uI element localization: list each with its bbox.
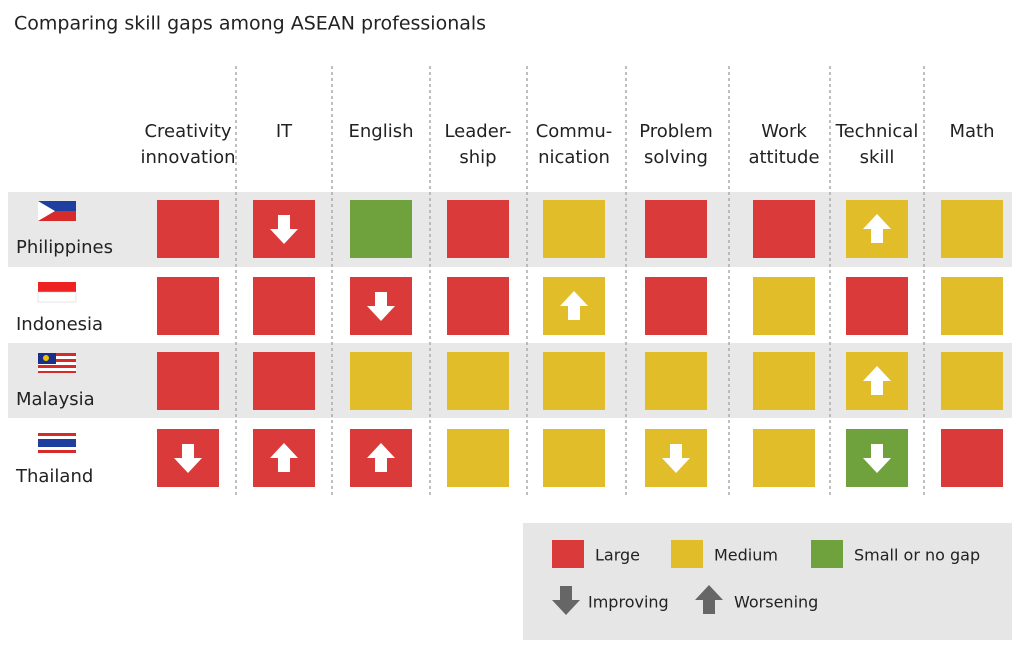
gap-cell [753, 352, 815, 410]
legend-swatch [671, 540, 703, 568]
gap-cell [447, 277, 509, 335]
gap-cell [350, 352, 412, 410]
column-header: attitude [748, 147, 819, 168]
legend-label: Improving [588, 593, 669, 612]
legend-swatch [552, 540, 584, 568]
column-header: ship [459, 147, 496, 168]
legend-label: Small or no gap [854, 546, 980, 565]
trend-arrow [662, 444, 690, 473]
gap-cell [941, 200, 1003, 258]
column-header: Creativity [144, 121, 231, 142]
gap-cell [253, 352, 315, 410]
gap-cell [447, 352, 509, 410]
gap-cell [645, 352, 707, 410]
column-header: nication [538, 147, 610, 168]
trend-arrow [863, 214, 891, 243]
flag-malaysia [38, 353, 76, 373]
country-label: Philippines [16, 237, 113, 258]
legend-arrow [695, 585, 723, 614]
column-header: solving [644, 147, 708, 168]
gap-cell [645, 277, 707, 335]
trend-arrow [270, 443, 298, 472]
column-header: Problem [639, 121, 713, 142]
gap-cell [447, 429, 509, 487]
gap-cell [543, 200, 605, 258]
legend-label: Worsening [734, 593, 818, 612]
trend-arrow [863, 366, 891, 395]
legend-box [523, 523, 1012, 640]
gap-cell [543, 352, 605, 410]
gap-cell [846, 277, 908, 335]
trend-arrow [863, 444, 891, 473]
column-header: Leader- [444, 121, 511, 142]
column-header: English [349, 121, 414, 142]
gap-cell [447, 200, 509, 258]
country-label: Indonesia [16, 314, 103, 335]
flag-thailand [38, 433, 76, 453]
legend-label: Large [595, 546, 640, 565]
gap-cell [753, 429, 815, 487]
column-header: Work [761, 121, 807, 142]
flag-indonesia [37, 282, 77, 303]
gap-cell [753, 200, 815, 258]
trend-arrow [367, 292, 395, 321]
gap-cell [645, 200, 707, 258]
gap-cell [157, 277, 219, 335]
title: Comparing skill gaps among ASEAN profess… [14, 13, 486, 35]
column-header: Math [949, 121, 994, 142]
gap-cell [157, 200, 219, 258]
column-header: skill [860, 147, 895, 168]
trend-arrow [560, 291, 588, 320]
trend-arrow [367, 443, 395, 472]
column-header: innovation [141, 147, 236, 168]
legend-label: Medium [714, 546, 778, 565]
gap-cell [350, 200, 412, 258]
column-header: IT [276, 121, 293, 142]
gap-cell [543, 429, 605, 487]
column-header: Commu- [536, 121, 613, 142]
country-label: Thailand [15, 466, 93, 487]
country-label: Malaysia [16, 389, 95, 410]
legend-swatch [811, 540, 843, 568]
column-header: Technical [835, 121, 919, 142]
gap-cell [941, 429, 1003, 487]
trend-arrow [270, 215, 298, 244]
gap-cell [253, 277, 315, 335]
gap-cell [157, 352, 219, 410]
gap-cell [941, 352, 1003, 410]
trend-arrow [174, 444, 202, 473]
gap-cell [941, 277, 1003, 335]
gap-cell [753, 277, 815, 335]
flag-philippines [38, 201, 76, 221]
legend-arrow [552, 586, 580, 615]
